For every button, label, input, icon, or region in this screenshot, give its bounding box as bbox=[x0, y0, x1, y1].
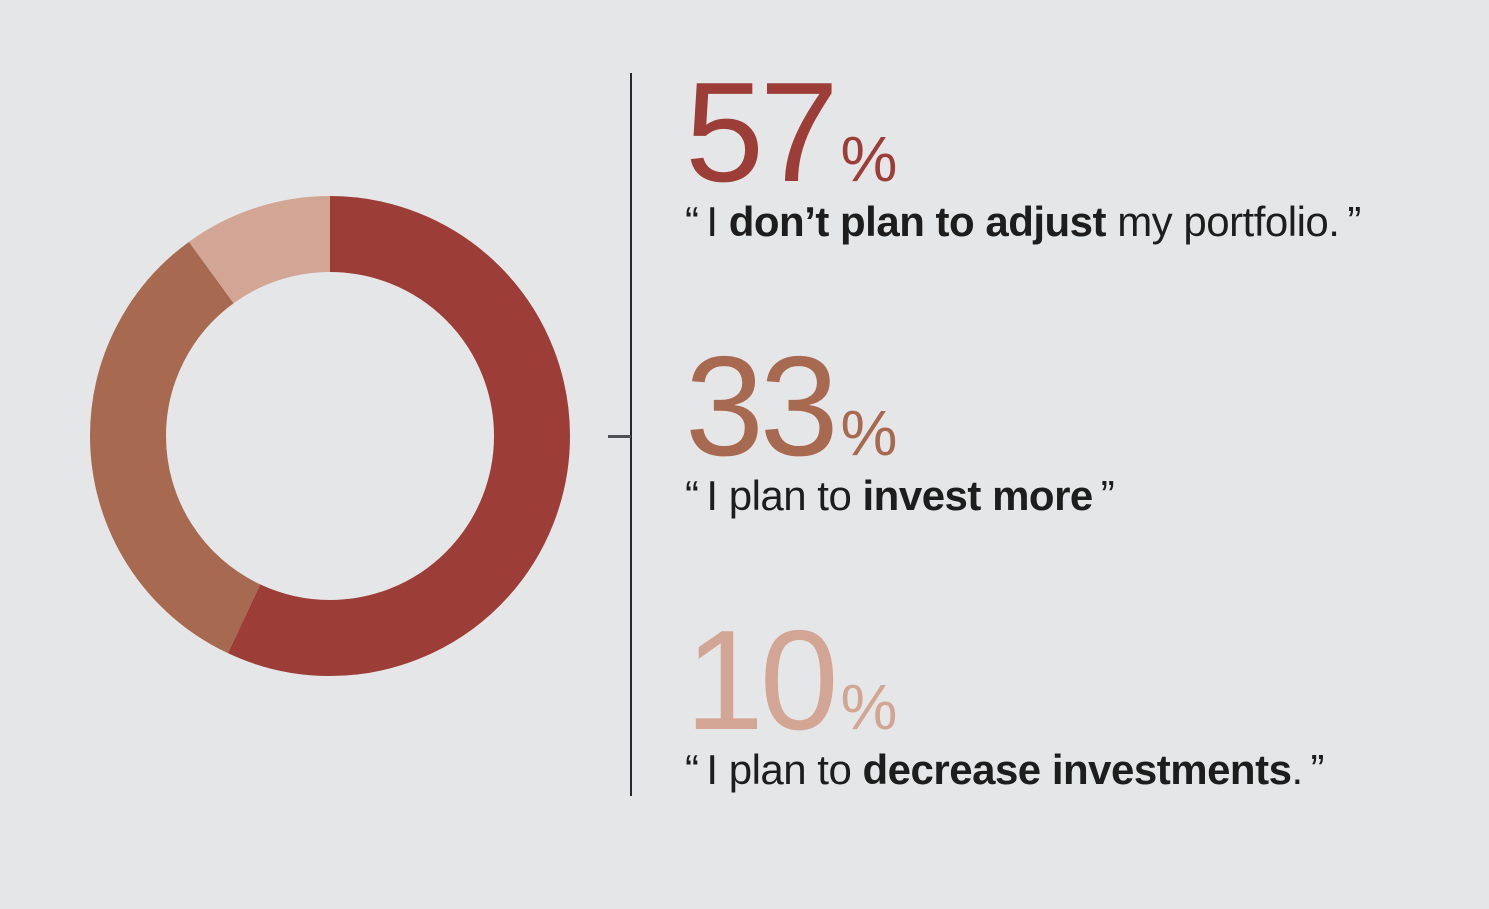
percentage-value-33: 33% bbox=[685, 336, 1475, 478]
quote-bold: decrease investments bbox=[862, 746, 1292, 793]
divider-line bbox=[630, 73, 632, 796]
quote-suffix: . ” bbox=[1291, 746, 1325, 793]
percentage-number: 57 bbox=[685, 53, 839, 212]
quote-text-invest-more: “ I plan to invest more ” bbox=[685, 472, 1475, 520]
quote-text-no-adjust: “ I don’t plan to adjust my portfolio. ” bbox=[685, 198, 1475, 246]
callout-decrease: 10% “ I plan to decrease investments. ” bbox=[685, 610, 1475, 794]
percentage-value-10: 10% bbox=[685, 610, 1475, 752]
percentage-number: 10 bbox=[685, 601, 839, 760]
percent-sign: % bbox=[840, 397, 898, 469]
quote-bold: don’t plan to adjust bbox=[728, 198, 1107, 245]
quote-prefix: “ I plan to bbox=[685, 746, 863, 793]
quote-text-decrease: “ I plan to decrease investments. ” bbox=[685, 746, 1475, 794]
quote-bold: invest more bbox=[862, 472, 1094, 519]
quote-suffix: my portfolio. ” bbox=[1106, 198, 1361, 245]
quote-suffix: ” bbox=[1092, 472, 1115, 519]
percentage-number: 33 bbox=[685, 327, 839, 486]
quote-prefix: “ I plan to bbox=[685, 472, 863, 519]
percentage-value-57: 57% bbox=[685, 62, 1475, 204]
divider-tick bbox=[608, 435, 631, 438]
percent-sign: % bbox=[840, 123, 898, 195]
donut-segment bbox=[90, 196, 570, 676]
donut-segment bbox=[90, 196, 570, 676]
donut-chart bbox=[90, 196, 570, 676]
callout-invest-more: 33% “ I plan to invest more ” bbox=[685, 336, 1475, 520]
quote-prefix: “ I bbox=[685, 198, 729, 245]
percent-sign: % bbox=[840, 671, 898, 743]
callout-no-adjust: 57% “ I don’t plan to adjust my portfoli… bbox=[685, 62, 1475, 246]
donut-chart-svg bbox=[90, 196, 570, 676]
